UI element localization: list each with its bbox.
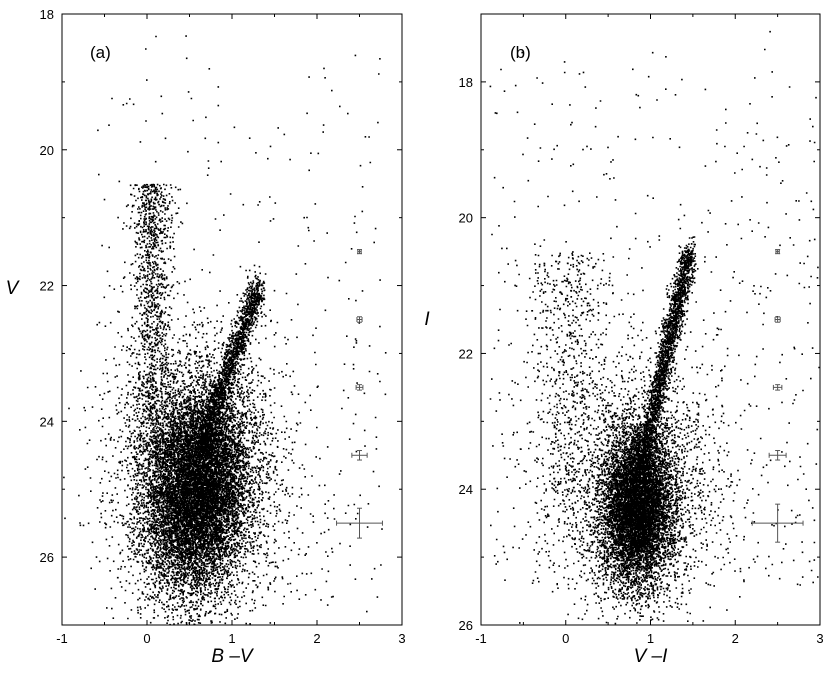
y-tick-label: 20 <box>459 211 473 226</box>
y-tick-label: 18 <box>40 7 54 22</box>
panel-a-x-ticks: -1 0 1 2 3 <box>56 14 406 646</box>
panel-a-x-axis-label: B –V <box>211 646 255 667</box>
error-bar-4 <box>351 450 368 461</box>
x-tick-label: 1 <box>228 631 235 646</box>
error-bar-2 <box>356 316 363 323</box>
x-tick-label: -1 <box>475 631 487 646</box>
error-bar-1 <box>357 249 362 255</box>
x-tick-label: 2 <box>732 631 739 646</box>
y-tick-label: 20 <box>40 143 54 158</box>
y-tick-label: 24 <box>40 414 54 429</box>
star-points-path <box>489 30 820 625</box>
x-tick-label: 0 <box>562 631 569 646</box>
panel-b-y-ticks: 18 20 22 24 26 <box>459 13 820 633</box>
error-bar-3 <box>355 384 364 391</box>
error-bar-5 <box>336 507 383 539</box>
panel-a-y-ticks: 18 20 22 24 26 <box>40 7 402 626</box>
x-tick-label: 3 <box>398 631 405 646</box>
panel-a: -1 0 1 2 3 18 20 22 24 26 (a) B –V V <box>6 7 406 667</box>
error-bar-2 <box>774 316 781 323</box>
error-bar-3 <box>772 384 783 391</box>
panel-a-label: (a) <box>90 43 111 62</box>
x-tick-label: 1 <box>647 631 654 646</box>
star-points-path <box>63 35 387 626</box>
x-tick-label: 2 <box>313 631 320 646</box>
panel-b-y-axis-label: I <box>424 309 430 330</box>
panel-b-label: (b) <box>510 43 531 62</box>
x-tick-label: 3 <box>816 631 823 646</box>
error-bar-4 <box>768 450 787 461</box>
y-tick-label: 22 <box>40 279 54 294</box>
x-tick-label: -1 <box>56 631 68 646</box>
panel-b-x-axis-label: V –I <box>634 646 669 667</box>
y-tick-label: 22 <box>459 346 473 361</box>
error-bar-1 <box>775 249 781 255</box>
panel-b-error-bars <box>751 249 804 543</box>
panel-a-error-bars <box>336 249 383 539</box>
x-tick-label: 0 <box>143 631 150 646</box>
y-tick-label: 26 <box>40 550 54 565</box>
y-tick-label: 26 <box>459 618 473 633</box>
panel-a-frame <box>61 13 403 626</box>
panel-b-star-points <box>489 30 820 625</box>
panel-b: -1 0 1 2 3 18 20 22 24 26 (b) V –I I <box>424 13 824 667</box>
y-tick-label: 24 <box>459 482 473 497</box>
panel-a-star-points <box>63 35 387 626</box>
y-tick-label: 18 <box>459 75 473 90</box>
panel-a-y-axis-label: V <box>6 278 21 299</box>
panel-b-frame <box>480 13 821 626</box>
error-bar-5 <box>751 503 804 543</box>
